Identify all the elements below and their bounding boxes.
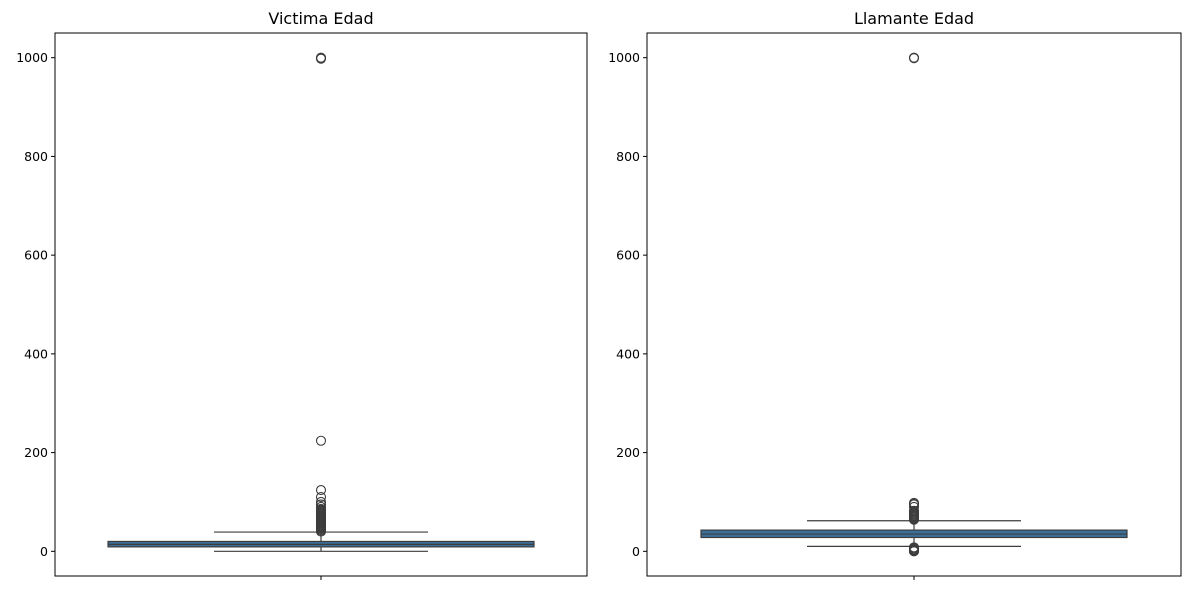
outlier-point — [315, 52, 327, 63]
y-tick-label: 0 — [632, 544, 640, 559]
plot-area — [700, 52, 1128, 557]
y-tick-label: 400 — [24, 346, 48, 361]
outlier-point — [908, 497, 920, 508]
outlier-point — [908, 542, 920, 553]
outlier-point — [315, 435, 327, 446]
y-tick-label: 600 — [616, 248, 640, 263]
y-tick-label: 800 — [24, 149, 48, 164]
y-tick-label: 0 — [40, 544, 48, 559]
outlier-point — [908, 52, 920, 63]
y-tick-label: 200 — [616, 445, 640, 460]
outlier-point — [908, 501, 920, 512]
panel-llamante-edad: Llamante Edad 0 200 400 600 800 1000 — [608, 9, 1182, 580]
axes-frame — [646, 32, 1182, 577]
y-tick-label: 800 — [616, 149, 640, 164]
outlier-point — [315, 499, 327, 510]
y-tick-label: 1000 — [608, 50, 640, 65]
outlier-point — [315, 496, 327, 508]
outlier-point — [315, 501, 327, 512]
y-tick-label: 400 — [616, 346, 640, 361]
panel-victima-edad: Victima Edad 0 200 400 600 800 1000 — [16, 9, 588, 580]
y-tick-label: 1000 — [16, 50, 48, 65]
plot-area — [107, 52, 535, 552]
outlier-point — [908, 505, 920, 516]
y-tick-label: 600 — [24, 248, 48, 263]
y-axis: 0 200 400 600 800 1000 — [608, 50, 647, 559]
y-axis: 0 200 400 600 800 1000 — [16, 50, 55, 559]
outlier-point — [315, 491, 327, 503]
outlier-point — [315, 485, 327, 496]
chart-title: Llamante Edad — [854, 9, 974, 28]
chart-title: Victima Edad — [268, 9, 373, 28]
y-tick-label: 200 — [24, 445, 48, 460]
